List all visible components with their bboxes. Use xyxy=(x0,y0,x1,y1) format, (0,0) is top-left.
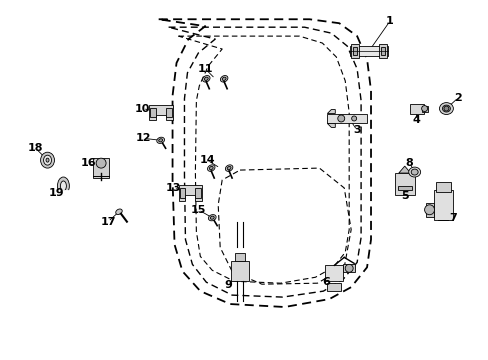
Bar xyxy=(179,188,185,198)
Ellipse shape xyxy=(57,177,69,195)
Ellipse shape xyxy=(208,215,216,221)
Bar xyxy=(93,158,109,178)
Circle shape xyxy=(345,264,352,272)
Bar xyxy=(343,264,354,272)
Ellipse shape xyxy=(408,167,420,177)
Ellipse shape xyxy=(209,166,213,170)
Ellipse shape xyxy=(41,152,54,168)
Ellipse shape xyxy=(207,165,215,171)
Text: 1: 1 xyxy=(385,16,393,26)
Circle shape xyxy=(421,105,427,112)
Bar xyxy=(425,203,433,217)
Ellipse shape xyxy=(46,158,49,162)
Ellipse shape xyxy=(116,209,122,215)
Ellipse shape xyxy=(410,169,417,175)
Polygon shape xyxy=(178,185,202,201)
Text: 6: 6 xyxy=(322,277,329,287)
Bar xyxy=(326,283,341,291)
Ellipse shape xyxy=(43,155,51,165)
Ellipse shape xyxy=(157,137,164,143)
Ellipse shape xyxy=(204,77,208,80)
Text: 4: 4 xyxy=(412,116,420,126)
Bar xyxy=(325,265,343,281)
Text: 16: 16 xyxy=(80,158,96,168)
Ellipse shape xyxy=(439,103,452,114)
Ellipse shape xyxy=(442,105,449,112)
Bar xyxy=(352,47,356,55)
Polygon shape xyxy=(398,166,410,173)
Ellipse shape xyxy=(225,165,232,171)
Text: 12: 12 xyxy=(136,133,151,143)
Text: 10: 10 xyxy=(135,104,150,113)
Text: 19: 19 xyxy=(48,188,64,198)
Bar xyxy=(397,186,411,190)
Bar xyxy=(349,46,387,56)
Bar xyxy=(350,44,358,58)
Circle shape xyxy=(337,115,344,122)
Circle shape xyxy=(424,205,434,215)
Bar xyxy=(409,104,423,113)
Polygon shape xyxy=(57,190,69,195)
Text: 11: 11 xyxy=(197,64,213,74)
Text: 17: 17 xyxy=(100,217,116,227)
Bar xyxy=(165,108,171,117)
Ellipse shape xyxy=(202,76,210,82)
Bar xyxy=(380,47,384,55)
Bar xyxy=(378,44,386,58)
Text: 14: 14 xyxy=(199,155,215,165)
Ellipse shape xyxy=(227,166,230,170)
Bar xyxy=(394,173,414,195)
Ellipse shape xyxy=(220,76,227,82)
Ellipse shape xyxy=(61,181,66,191)
Ellipse shape xyxy=(210,216,214,219)
Text: 15: 15 xyxy=(190,205,205,215)
Circle shape xyxy=(351,116,356,121)
Bar xyxy=(235,253,244,261)
Text: 2: 2 xyxy=(453,93,461,103)
Text: 5: 5 xyxy=(400,191,408,201)
Polygon shape xyxy=(326,109,335,113)
Polygon shape xyxy=(326,123,335,127)
Circle shape xyxy=(443,106,448,111)
Text: 7: 7 xyxy=(448,213,456,223)
Bar xyxy=(435,182,450,192)
Text: 18: 18 xyxy=(28,143,43,153)
Text: 13: 13 xyxy=(165,183,181,193)
Polygon shape xyxy=(148,105,172,121)
Bar xyxy=(195,188,201,198)
Text: 9: 9 xyxy=(224,280,232,290)
Circle shape xyxy=(96,158,106,168)
Text: 8: 8 xyxy=(405,158,413,168)
Bar xyxy=(231,261,248,281)
Ellipse shape xyxy=(159,139,162,142)
Ellipse shape xyxy=(222,77,225,80)
Bar xyxy=(149,108,155,117)
Polygon shape xyxy=(326,113,366,123)
Text: 3: 3 xyxy=(353,125,360,135)
Bar xyxy=(421,105,427,112)
Bar xyxy=(433,190,452,220)
